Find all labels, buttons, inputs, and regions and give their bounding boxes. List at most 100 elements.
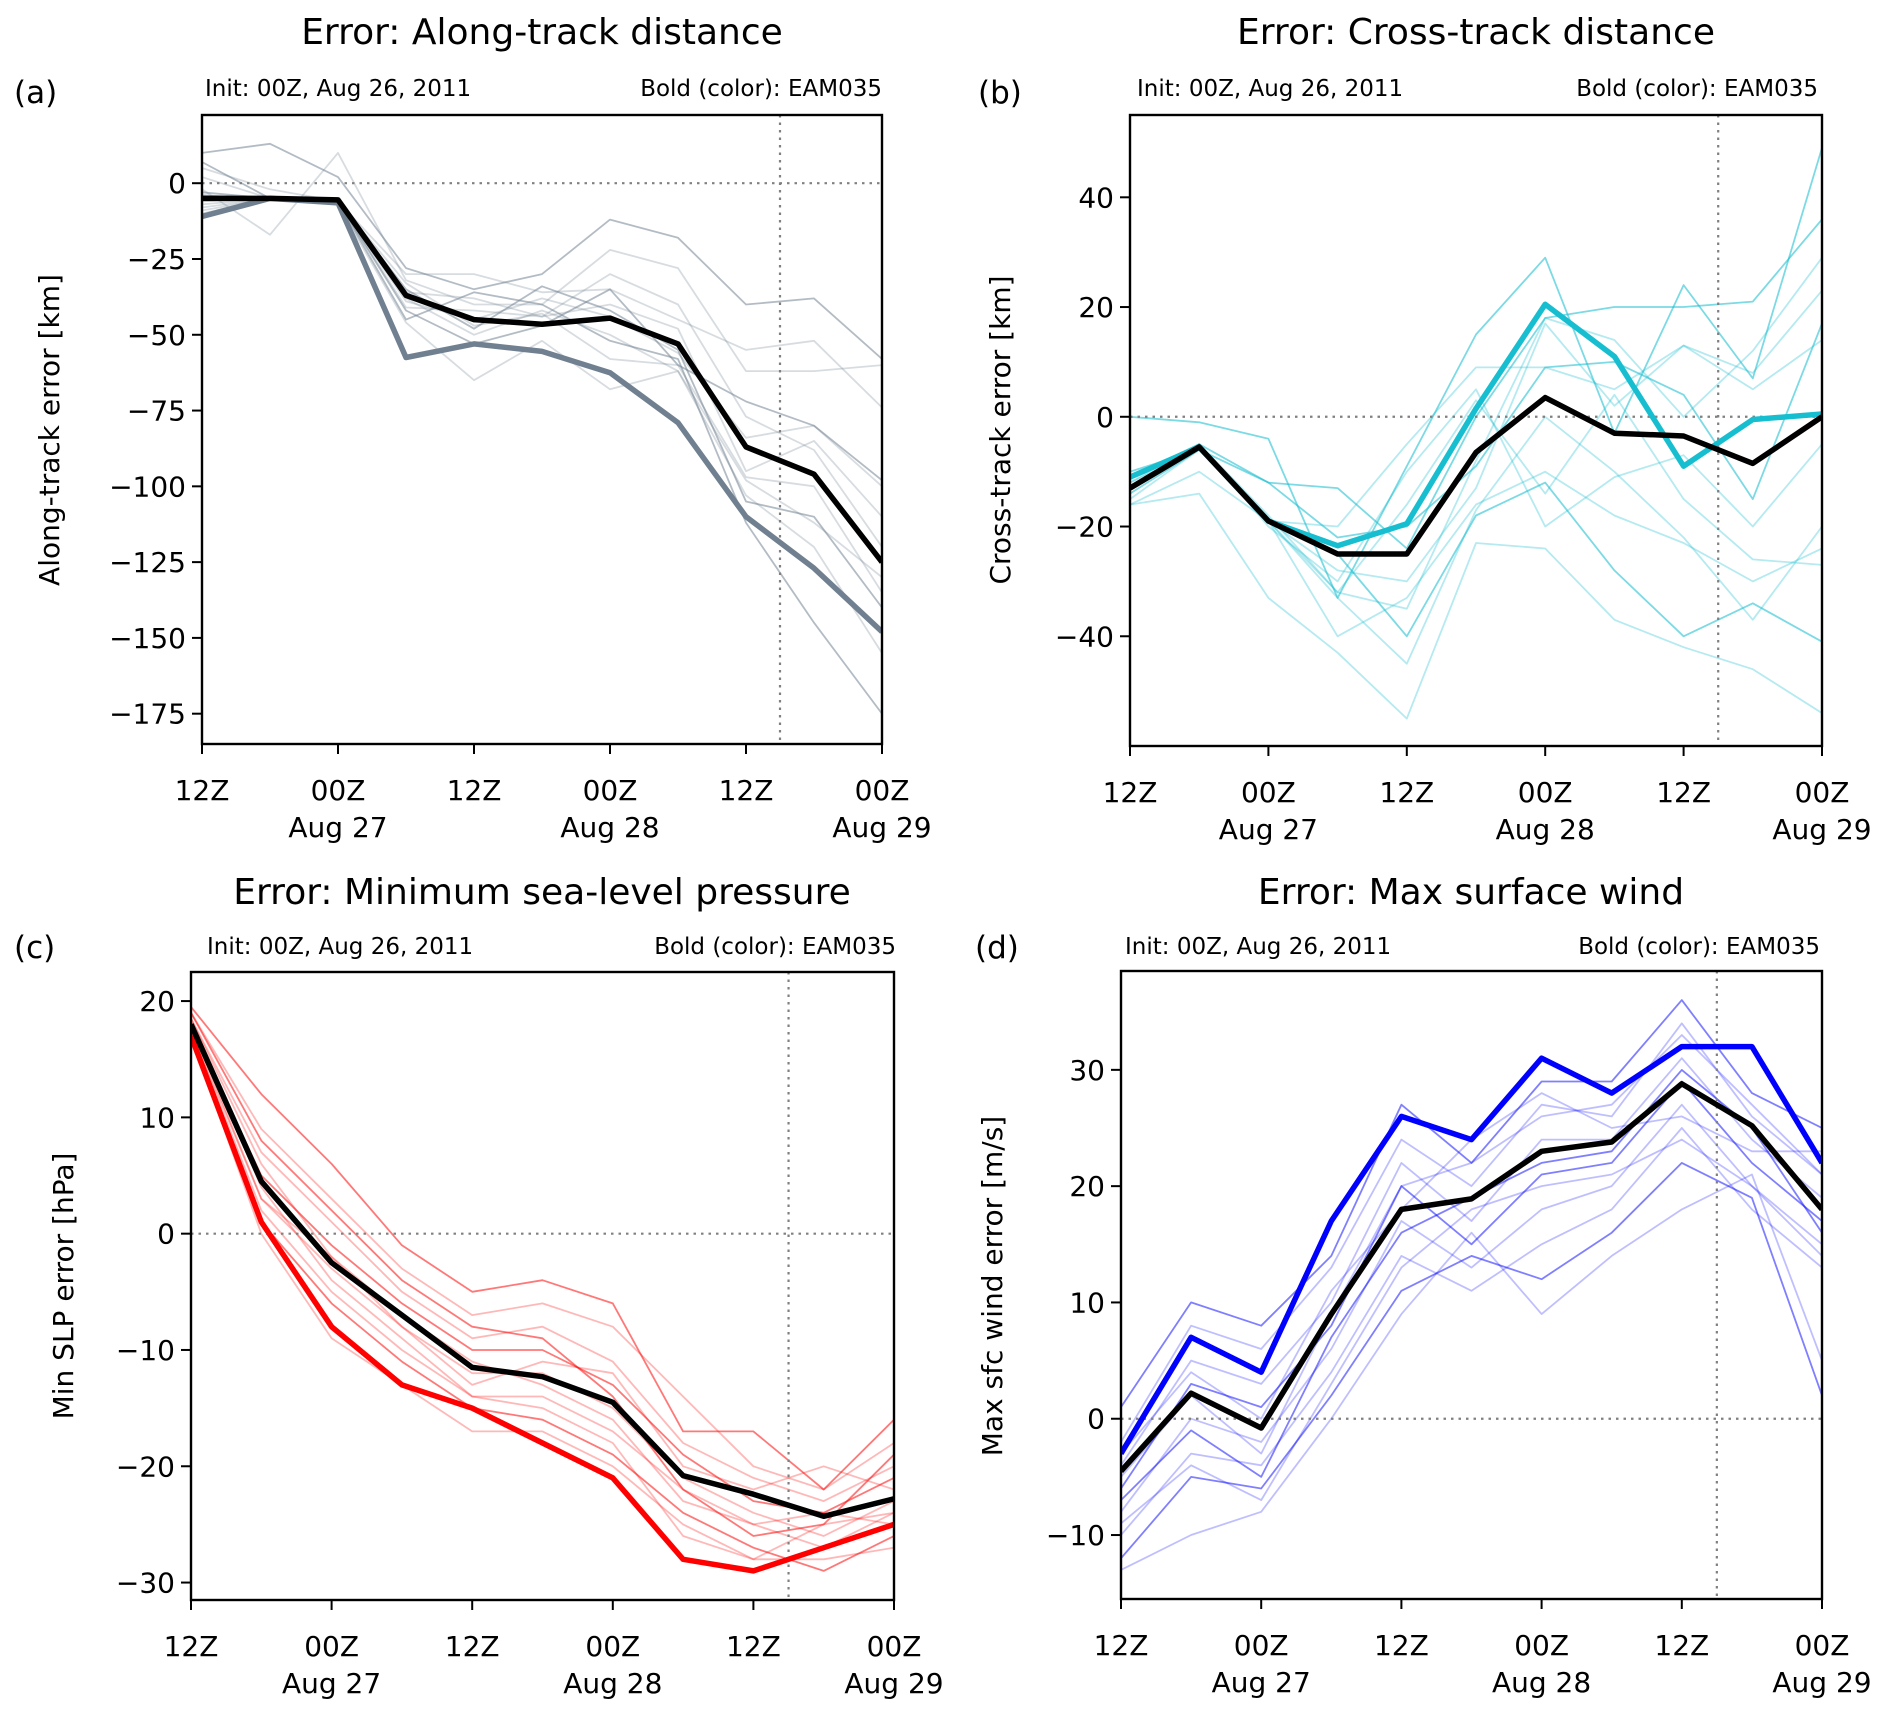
panel-a-title: Error: Along-track distance	[301, 12, 783, 53]
panel-c-xtick-label: 00Z	[304, 1630, 359, 1663]
panel-c-xtick-label: 00Z	[867, 1630, 922, 1663]
panel-d-data-layer	[1121, 971, 1822, 1599]
panel-c-xtick-label: 12Z	[726, 1630, 781, 1663]
panel-a-ytick-label: −25	[127, 243, 186, 276]
panel-d-ensemble-member-line	[1121, 1162, 1822, 1559]
panel-d-ensemble-member-line	[1121, 1138, 1822, 1525]
panel-b-ytick-label: 20	[1078, 291, 1114, 324]
panel-d-ensemble-member-line	[1121, 1057, 1822, 1466]
panel-c-ensemble-member-line	[191, 1012, 894, 1537]
panel-d-title: Error: Max surface wind	[1258, 872, 1684, 913]
panel-d-ensemble-member-line	[1121, 1034, 1822, 1478]
panel-c-xtick-date-label: Aug 29	[844, 1667, 943, 1700]
panel-a-xtick-label: 00Z	[583, 774, 638, 807]
panel-a-subtitle-init: Init: 00Z, Aug 26, 2011	[205, 76, 471, 102]
panel-b-xtick-label: 12Z	[1656, 776, 1711, 809]
panel-c-ensemble-member-line	[191, 1023, 894, 1514]
panel-a-xtick-date-label: Aug 29	[832, 811, 931, 844]
panel-a-xtick-date-label: Aug 28	[560, 811, 659, 844]
panel-b-xtick-label: 00Z	[1795, 776, 1850, 809]
panel-b-ensemble-member-line	[1130, 323, 1822, 539]
panel-a-ytick-label: −75	[127, 395, 186, 428]
panel-a-black-reference-line	[202, 195, 882, 564]
panel-d-xtick-label: 00Z	[1234, 1629, 1289, 1662]
panel-d-xtick-label: 00Z	[1795, 1629, 1850, 1662]
panel-d-xtick-label: 12Z	[1094, 1629, 1149, 1662]
panel-c-ensemble-member-line	[191, 1029, 894, 1572]
panel-c-subtitle-init: Init: 00Z, Aug 26, 2011	[207, 934, 473, 960]
panel-c-eam035-bold-line	[191, 1035, 894, 1574]
panel-d-ensemble-member-line	[1121, 999, 1822, 1408]
panel-b-xtick-date-label: Aug 27	[1219, 813, 1318, 846]
panel-d-black-reference-line	[1121, 1081, 1822, 1473]
panel-d-ytick-label: −10	[1046, 1519, 1105, 1552]
panel-b-xtick-date-label: Aug 29	[1772, 813, 1871, 846]
panel-a-xtick-label: 00Z	[311, 774, 366, 807]
panel-c-ensemble-member-line	[191, 1035, 894, 1561]
panel-d-ytick-label: 30	[1069, 1054, 1105, 1087]
panel-a-xtick-label: 12Z	[447, 774, 502, 807]
panel-b-xtick-label: 12Z	[1103, 776, 1158, 809]
panel-c-xtick-date-label: Aug 27	[282, 1667, 381, 1700]
panel-b-black-reference-line	[1130, 394, 1822, 557]
panel-d-ytick-label: 20	[1069, 1170, 1105, 1203]
panel-b-title: Error: Cross-track distance	[1237, 12, 1715, 53]
panel-c-ytick-label: 20	[139, 985, 175, 1018]
panel-a-ytick-label: −50	[127, 319, 186, 352]
panel-c: Error: Minimum sea-level pressure (c) In…	[14, 872, 944, 1700]
panel-b-subtitle-bold: Bold (color): EAM035	[1576, 76, 1818, 102]
panel-c-ytick-label: 0	[157, 1218, 175, 1251]
panel-b-xtick-date-label: Aug 28	[1496, 813, 1595, 846]
panel-b-plot: 40 20 0 −20 −40 12Z 00Z Aug 27 12Z 00Z Aug 28 12Z 00…	[1055, 113, 1872, 846]
panel-d-ensemble-member-line	[1121, 1022, 1822, 1443]
panel-c-ensemble-member-line	[191, 1023, 894, 1537]
panel-b-ytick-label: 0	[1096, 401, 1114, 434]
panel-c-title: Error: Minimum sea-level pressure	[233, 872, 850, 913]
panel-d-subtitle-init: Init: 00Z, Aug 26, 2011	[1125, 934, 1391, 960]
panel-c-ytick-label: 10	[139, 1101, 175, 1134]
panel-d-ensemble-member-line	[1121, 1173, 1822, 1571]
panel-d-xtick-date-label: Aug 29	[1772, 1666, 1871, 1699]
panel-d-xtick-label: 00Z	[1514, 1629, 1569, 1662]
panel-d-label: (d)	[975, 930, 1019, 966]
panel-a-data-layer	[202, 115, 882, 744]
panel-c-subtitle-bold: Bold (color): EAM035	[654, 934, 896, 960]
panel-b-ensemble-member-line	[1130, 147, 1822, 599]
panel-b-ytick-label: −20	[1055, 511, 1114, 544]
panel-d-subtitle-bold: Bold (color): EAM035	[1578, 934, 1820, 960]
panel-a-xtick-label: 00Z	[855, 774, 910, 807]
panel-d-plot: 30 20 10 0 −10 12Z 00Z Aug 27 12Z 00Z Aug 28 12Z 00Z…	[1046, 969, 1872, 1699]
panel-a-ylabel: Along-track error [km]	[33, 274, 66, 586]
panel-b-subtitle-init: Init: 00Z, Aug 26, 2011	[1137, 76, 1403, 102]
panel-b-xtick-label: 00Z	[1518, 776, 1573, 809]
panel-a-axes-frame	[200, 113, 884, 746]
panel-d-ytick-label: 10	[1069, 1286, 1105, 1319]
panel-d-ensemble-member-line	[1121, 1080, 1822, 1490]
panel-a-ytick-label: −125	[109, 546, 186, 579]
panel-b-xtick-label: 00Z	[1241, 776, 1296, 809]
panel-a-ensemble-member-line	[202, 142, 882, 360]
panel-c-ensemble-member-line	[191, 1006, 894, 1491]
panel-d-xtick-date-label: Aug 28	[1492, 1666, 1591, 1699]
panel-b-label: (b)	[978, 75, 1022, 111]
panel-a-xtick-date-label: Aug 27	[288, 811, 387, 844]
panel-a-xtick-label: 12Z	[175, 774, 230, 807]
panel-c-axes-frame	[189, 970, 896, 1602]
panel-a-ytick-label: −175	[109, 698, 186, 731]
panel-a: Error: Along-track distance (a) Init: 00…	[14, 12, 932, 844]
panel-b-xtick-label: 12Z	[1379, 776, 1434, 809]
panel-d-xtick-label: 12Z	[1654, 1629, 1709, 1662]
panel-a-label: (a)	[14, 75, 57, 111]
panel-b-ytick-label: 40	[1078, 181, 1114, 214]
panel-c-xtick-date-label: Aug 28	[563, 1667, 662, 1700]
panel-d-eam035-bold-line	[1121, 1043, 1822, 1456]
panel-c-xtick-label: 12Z	[445, 1630, 500, 1663]
panel-d-ensemble-member-line	[1121, 1103, 1822, 1513]
panel-c-ytick-label: −30	[116, 1567, 175, 1600]
panel-b: Error: Cross-track distance (b) Init: 00…	[978, 12, 1872, 846]
panel-c-data-layer	[191, 972, 894, 1600]
panel-c-ensemble-member-line	[191, 1018, 894, 1491]
panel-b-axes-frame	[1128, 113, 1824, 748]
